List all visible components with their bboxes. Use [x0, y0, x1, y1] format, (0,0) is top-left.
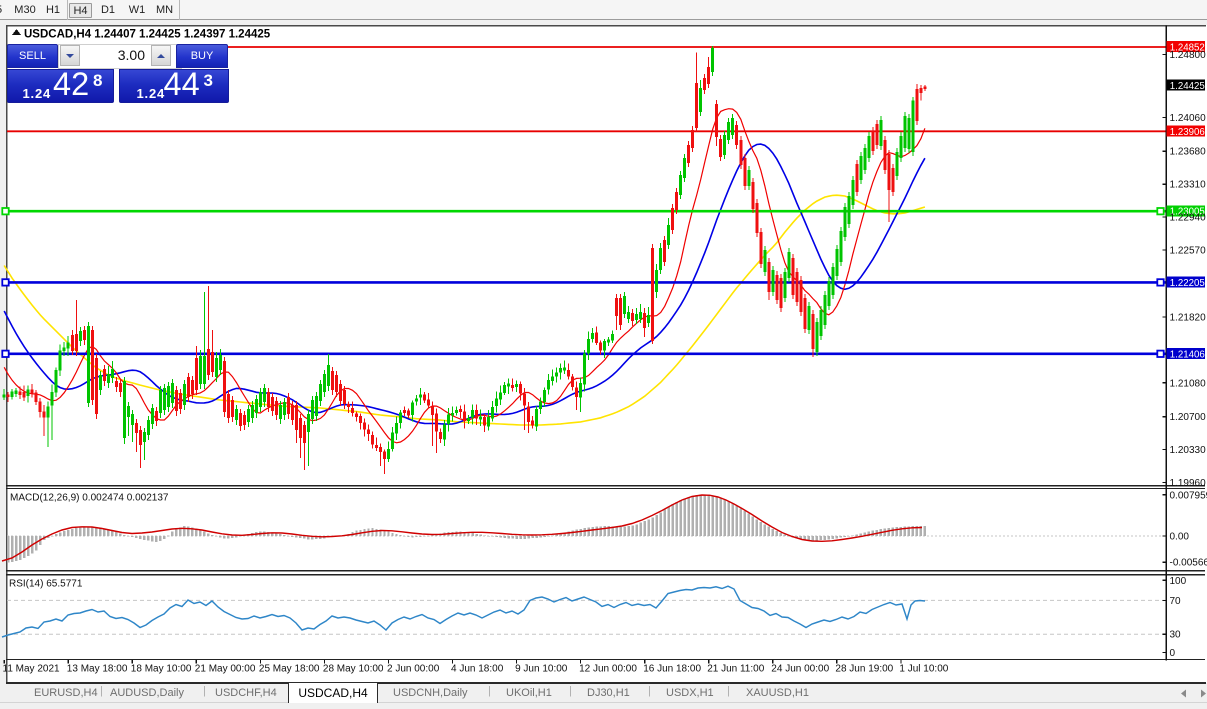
svg-text:1.24852: 1.24852 [1170, 43, 1205, 54]
svg-text:24 Jun 00:00: 24 Jun 00:00 [771, 663, 829, 674]
svg-text:70: 70 [1170, 596, 1182, 607]
svg-text:0.00: 0.00 [1170, 532, 1190, 543]
svg-text:9 Jun 10:00: 9 Jun 10:00 [515, 663, 568, 674]
svg-text:USDCAD,H4 1.24407 1.24425 1.2: USDCAD,H4 1.24407 1.24425 1.24397 1.2442… [24, 29, 271, 41]
svg-text:1.21406: 1.21406 [1170, 349, 1205, 360]
svg-text:25 May 18:00: 25 May 18:00 [259, 663, 320, 674]
svg-text:1.23906: 1.23906 [1170, 127, 1205, 138]
svg-text:1.23005: 1.23005 [1170, 207, 1205, 218]
svg-text:1.24800: 1.24800 [1170, 50, 1207, 61]
svg-text:1.20700: 1.20700 [1170, 412, 1207, 423]
svg-text:21 Jun 11:00: 21 Jun 11:00 [707, 663, 765, 674]
svg-text:1.23310: 1.23310 [1170, 180, 1207, 191]
svg-text:1.24060: 1.24060 [1170, 113, 1207, 124]
svg-text:1.22940: 1.22940 [1170, 213, 1207, 224]
svg-text:1.22570: 1.22570 [1170, 246, 1207, 257]
svg-text:1.23680: 1.23680 [1170, 147, 1207, 158]
svg-text:1.19960: 1.19960 [1170, 478, 1207, 489]
svg-text:100: 100 [1170, 576, 1187, 587]
svg-text:30: 30 [1170, 630, 1182, 641]
svg-text:18 May 10:00: 18 May 10:00 [131, 663, 192, 674]
svg-text:28 May 10:00: 28 May 10:00 [323, 663, 384, 674]
svg-text:16 Jun 18:00: 16 Jun 18:00 [643, 663, 701, 674]
svg-text:0.007959: 0.007959 [1170, 490, 1207, 501]
svg-text:-0.005663: -0.005663 [1170, 558, 1207, 569]
svg-text:1.20330: 1.20330 [1170, 445, 1207, 456]
svg-text:12 Jun 00:00: 12 Jun 00:00 [579, 663, 637, 674]
svg-text:11 May 2021: 11 May 2021 [3, 663, 61, 674]
svg-text:28 Jun 19:00: 28 Jun 19:00 [835, 663, 893, 674]
svg-text:1.21820: 1.21820 [1170, 312, 1207, 323]
svg-text:1.21080: 1.21080 [1170, 378, 1207, 389]
svg-text:RSI(14) 65.5771: RSI(14) 65.5771 [9, 579, 83, 590]
svg-text:2 Jun 00:00: 2 Jun 00:00 [387, 663, 440, 674]
svg-text:21 May 00:00: 21 May 00:00 [195, 663, 256, 674]
svg-text:1.24425: 1.24425 [1170, 81, 1205, 92]
svg-text:MACD(12,26,9) 0.002474 0.00213: MACD(12,26,9) 0.002474 0.002137 [10, 493, 169, 504]
svg-text:13 May 18:00: 13 May 18:00 [67, 663, 128, 674]
svg-text:0: 0 [1170, 648, 1176, 659]
svg-text:1.22205: 1.22205 [1170, 278, 1205, 289]
svg-text:4 Jun 18:00: 4 Jun 18:00 [451, 663, 504, 674]
svg-text:1 Jul 10:00: 1 Jul 10:00 [899, 663, 948, 674]
